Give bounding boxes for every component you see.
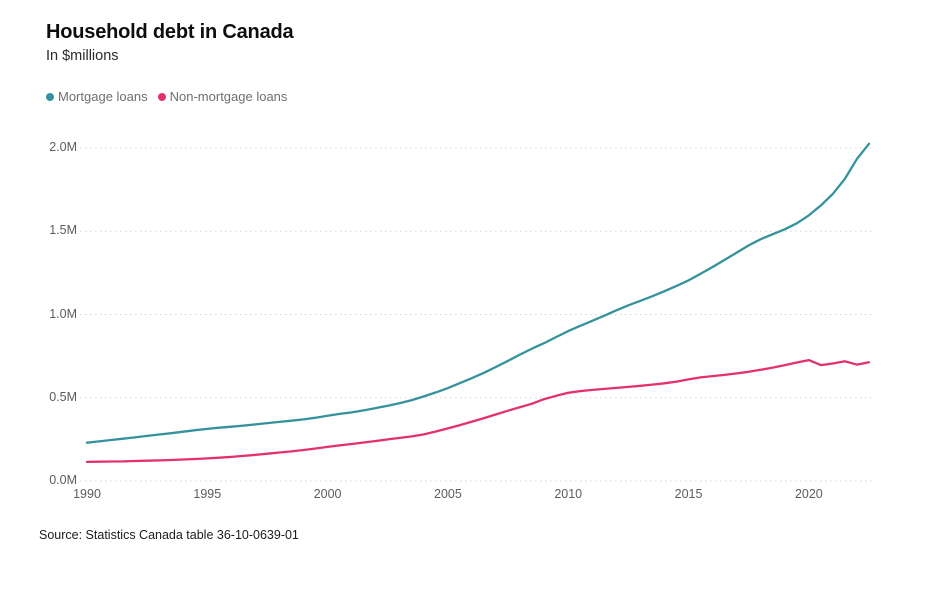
non-mortgage-loans-line bbox=[85, 358, 871, 464]
y-tick-label-0.5M: 0.5M bbox=[49, 389, 77, 404]
legend-label-mortgage: Mortgage loans bbox=[58, 89, 148, 104]
mortgage-loans-line bbox=[85, 142, 871, 444]
y-tick-label-2.0M: 2.0M bbox=[49, 140, 77, 154]
legend: Mortgage loans Non-mortgage loans bbox=[46, 89, 287, 104]
legend-item-non-mortgage: Non-mortgage loans bbox=[157, 89, 288, 104]
plot-area bbox=[80, 142, 875, 482]
mortgage-dot-icon bbox=[46, 92, 54, 101]
source-note: Source: Statistics Canada table 36-10-06… bbox=[39, 528, 299, 542]
x-tick-label-2015: 2015 bbox=[674, 487, 703, 501]
non-mortgage-dot-icon bbox=[157, 92, 166, 101]
x-tick-label-2010: 2010 bbox=[554, 487, 583, 501]
legend-item-mortgage: Mortgage loans bbox=[46, 89, 148, 104]
x-tick-label-2005: 2005 bbox=[434, 487, 462, 501]
y-tick-label-1.5M: 1.5M bbox=[49, 223, 77, 238]
page-subtitle: In $millions bbox=[46, 48, 119, 64]
page-title: Household debt in Canada bbox=[46, 21, 294, 43]
y-tick-label-0.0M: 0.0M bbox=[49, 473, 77, 487]
x-tick-label-1990: 1990 bbox=[73, 487, 101, 501]
x-tick-label-2020: 2020 bbox=[794, 487, 823, 501]
legend-label-non-mortgage: Non-mortgage loans bbox=[169, 89, 288, 104]
y-tick-label-1.0M: 1.0M bbox=[49, 306, 77, 321]
x-tick-label-2000: 2000 bbox=[313, 487, 342, 501]
x-tick-label-1995: 1995 bbox=[193, 487, 222, 501]
